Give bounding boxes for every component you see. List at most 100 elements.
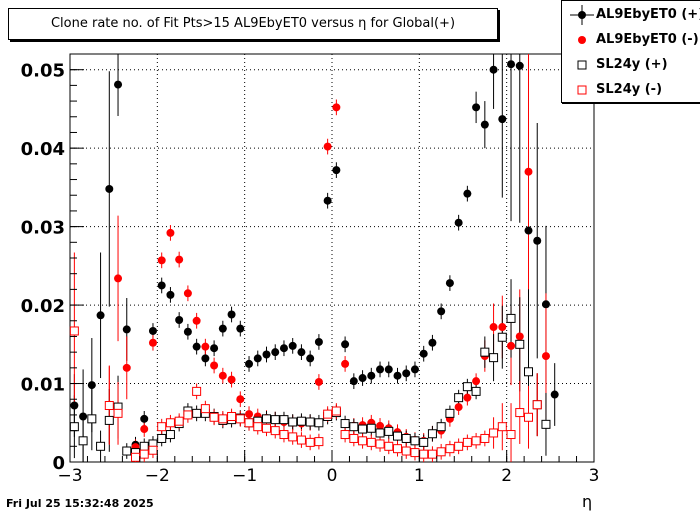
- data-point: [506, 313, 516, 323]
- data-point: [314, 437, 324, 447]
- x-tick-label: 1: [414, 466, 425, 486]
- data-point: [436, 447, 446, 457]
- data-point: [79, 412, 88, 421]
- data-point: [419, 437, 429, 447]
- data-point: [262, 350, 271, 359]
- data-point: [270, 415, 280, 425]
- data-point: [140, 425, 149, 434]
- data-point: [497, 422, 507, 432]
- data-point: [428, 338, 437, 347]
- data-point: [472, 103, 481, 112]
- data-point: [122, 446, 132, 456]
- data-point: [201, 354, 210, 363]
- data-point: [192, 408, 202, 418]
- data-point: [236, 324, 245, 333]
- data-point: [515, 61, 524, 70]
- data-point: [541, 300, 550, 309]
- legend-item-al9-minus: AL9EbyET0 (-): [562, 28, 700, 52]
- data-point: [201, 342, 210, 351]
- data-point: [445, 279, 454, 288]
- data-point: [393, 431, 402, 441]
- data-point: [462, 382, 472, 392]
- data-point: [87, 381, 96, 390]
- y-tick-label: 0.02: [21, 296, 65, 317]
- data-point: [227, 411, 237, 421]
- data-point: [105, 184, 114, 193]
- legend-item-al9-plus: AL9EbyET0 (+): [562, 3, 700, 27]
- data-point: [375, 439, 385, 449]
- data-point: [314, 337, 323, 346]
- data-point: [497, 332, 507, 342]
- data-point: [235, 414, 245, 424]
- data-point: [515, 339, 525, 349]
- data-point: [157, 256, 166, 265]
- data-point: [271, 348, 280, 357]
- data-point: [550, 390, 559, 399]
- data-point: [541, 352, 550, 361]
- data-point: [227, 310, 236, 319]
- data-point: [227, 375, 236, 384]
- data-point: [96, 311, 105, 320]
- data-point: [166, 290, 175, 299]
- data-point: [340, 419, 350, 429]
- data-point: [489, 65, 498, 74]
- data-point: [445, 408, 455, 418]
- data-point: [454, 403, 463, 412]
- data-point: [436, 422, 446, 432]
- data-point: [402, 369, 411, 378]
- y-tick-label: 0: [52, 453, 65, 474]
- data-point: [262, 414, 271, 424]
- axis-ticks: −3 −2 −1 0 1 2 3 0 0.01 0.02 0.03 0.04 0.05: [21, 61, 600, 486]
- data-point: [506, 430, 516, 440]
- data-point: [480, 120, 489, 129]
- data-point: [218, 414, 228, 424]
- data-point: [472, 377, 481, 386]
- data-point: [349, 377, 358, 386]
- data-point: [471, 386, 481, 396]
- data-point: [148, 338, 157, 347]
- data-point: [419, 349, 428, 358]
- data-point: [262, 423, 271, 433]
- data-point: [122, 325, 131, 334]
- data-point: [401, 433, 411, 443]
- data-point: [114, 80, 123, 89]
- legend-marker-sl24-minus: [577, 85, 587, 95]
- x-tick-label: 2: [501, 466, 512, 486]
- data-point: [358, 436, 368, 446]
- data-point: [104, 415, 114, 425]
- x-tick-label: −3: [57, 466, 82, 486]
- data-point: [244, 418, 254, 428]
- data-point: [245, 410, 254, 419]
- data-point: [210, 361, 219, 370]
- data-point: [515, 408, 525, 418]
- data-point: [139, 449, 149, 459]
- data-point: [427, 449, 437, 459]
- data-point: [131, 452, 140, 462]
- data-point: [437, 307, 446, 316]
- data-point: [507, 341, 516, 350]
- data-point: [183, 327, 192, 336]
- x-tick-label: −1: [232, 466, 257, 486]
- data-point: [209, 412, 219, 422]
- grid-lines: [70, 54, 594, 462]
- data-point: [358, 374, 367, 383]
- data-point: [323, 142, 332, 151]
- data-point: [139, 441, 149, 451]
- legend-item-sl24-minus: SL24y (-): [562, 78, 700, 102]
- data-point: [140, 414, 149, 423]
- data-point: [384, 441, 394, 451]
- data-point: [78, 436, 88, 446]
- x-tick-label: −2: [145, 466, 170, 486]
- data-point: [463, 189, 472, 198]
- data-point: [218, 371, 227, 380]
- data-point: [305, 417, 315, 427]
- data-point: [384, 365, 393, 374]
- data-point: [393, 444, 402, 454]
- data-point: [288, 432, 298, 442]
- y-tick-label: 0.03: [21, 218, 65, 239]
- legend-label-sl24-plus: SL24y (+): [596, 57, 668, 72]
- data-point: [480, 347, 490, 357]
- data-point: [296, 435, 306, 445]
- data-point: [532, 400, 542, 410]
